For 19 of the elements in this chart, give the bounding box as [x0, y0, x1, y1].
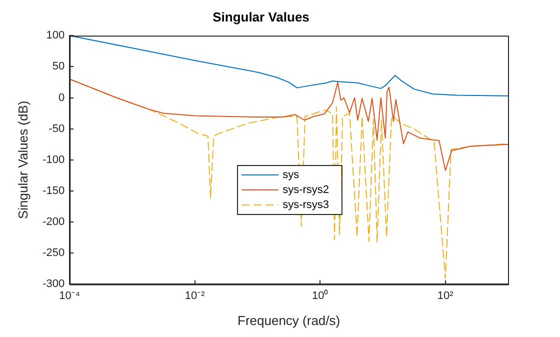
- x-tick-label: 10⁻²: [184, 290, 206, 302]
- chart-title: Singular Values: [212, 9, 310, 24]
- legend-label: sys-rsys2: [282, 184, 330, 196]
- x-axis-title: Frequency (rad/s): [238, 312, 340, 328]
- y-axis-title: Singular Values (dB): [15, 100, 30, 220]
- y-tick-label: -300: [42, 278, 65, 290]
- y-tick-label: 50: [52, 60, 65, 73]
- legend-label: sys: [282, 168, 300, 181]
- y-tick-label: 100: [46, 30, 65, 42]
- y-tick-label: 0: [58, 92, 65, 104]
- x-tick-label: 10²: [437, 290, 454, 302]
- y-tick-label: -250: [42, 247, 65, 260]
- x-tick-label: 10⁻⁴: [59, 290, 80, 302]
- x-tick-label: 10⁰: [312, 288, 328, 302]
- y-tick-label: -50: [48, 122, 65, 135]
- y-tick-label: -100: [42, 154, 65, 166]
- legend-label: sys-rsys3: [282, 198, 330, 211]
- y-tick-label: -150: [42, 185, 65, 198]
- y-tick-label: -200: [42, 216, 65, 228]
